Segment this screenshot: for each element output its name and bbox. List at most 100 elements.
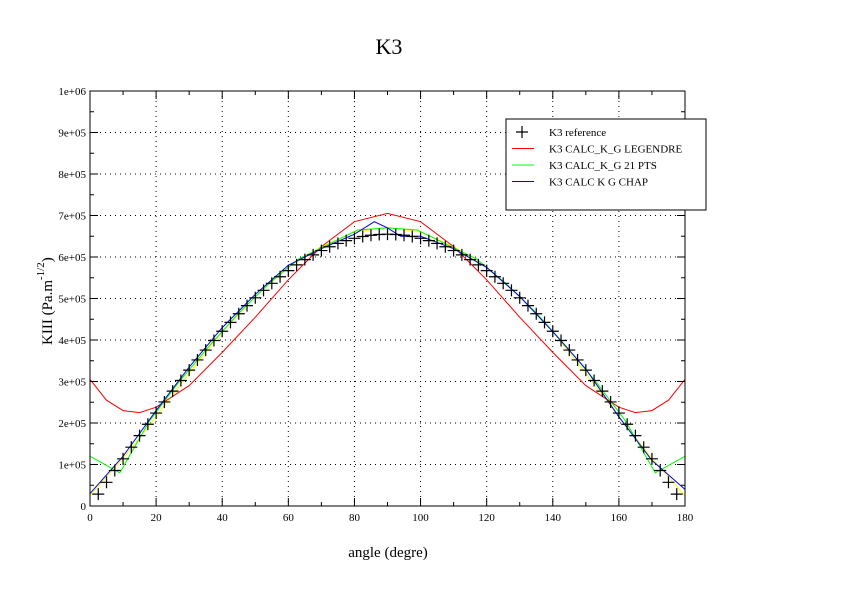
reference-marker (315, 244, 328, 257)
x-tick-label: 40 (217, 512, 229, 524)
reference-marker (414, 232, 427, 245)
x-tick-label: 80 (349, 512, 361, 524)
reference-marker (356, 230, 369, 243)
y-axis-label: KIII (Pa.m-1/2) (35, 257, 56, 345)
axis-ticks: 0 20 40 60 80 100 120 140 160 180 0 1e+05 2e+05 3e+05… (58, 86, 693, 524)
reference-marker (199, 344, 212, 357)
reference-marker (439, 240, 452, 253)
reference-marker (323, 240, 336, 253)
x-tick-label: 180 (677, 512, 694, 524)
reference-marker (621, 418, 634, 431)
reference-marker (389, 228, 402, 241)
reference-marker (398, 229, 411, 242)
legend-label: K3 CALC K G CHAP (549, 177, 648, 189)
reference-marker (364, 229, 377, 242)
x-tick-label: 20 (151, 512, 163, 524)
reference-marker (455, 248, 468, 261)
y-tick-label: 9e+05 (58, 128, 86, 140)
chart-title: K3 (376, 34, 403, 59)
legend-plus-icon (516, 126, 528, 138)
reference-marker (183, 364, 196, 377)
reference-marker (629, 429, 642, 442)
reference-marker (447, 244, 460, 257)
y-axis-label-close: ) (40, 257, 56, 262)
reference-marker (530, 307, 543, 320)
legend: K3 reference K3 CALC_K_G LEGENDRE K3 CALC_… (505, 118, 707, 211)
reference-marker (505, 284, 518, 297)
y-tick-label: 2e+05 (58, 418, 86, 430)
legend-box (505, 118, 707, 211)
reference-marker (191, 353, 204, 366)
reference-marker (488, 270, 501, 283)
reference-marker (521, 299, 534, 312)
reference-marker (265, 277, 278, 290)
legend-label: K3 reference (549, 127, 606, 139)
legend-label: K3 CALC_K_G 21 PTS (549, 160, 657, 172)
reference-marker (290, 258, 303, 271)
y-tick-label: 4e+05 (58, 335, 86, 347)
reference-marker (125, 441, 138, 454)
reference-marker (546, 325, 559, 338)
svg-text:KIII (Pa.m-1/2): KIII (Pa.m-1/2) (35, 257, 56, 345)
reference-marker (670, 488, 683, 501)
y-tick-label: 6e+05 (58, 252, 86, 264)
reference-marker (464, 253, 477, 266)
reference-marker (654, 464, 667, 477)
reference-marker (406, 230, 419, 243)
reference-marker (596, 385, 609, 398)
series-k3-calc-k-g-21-pts-line (89, 227, 686, 474)
reference-marker (282, 264, 295, 277)
reference-marker (241, 299, 254, 312)
reference-marker (422, 234, 435, 247)
series-group (89, 212, 686, 501)
y-tick-label: 1e+06 (58, 86, 86, 98)
x-tick-label: 100 (412, 512, 429, 524)
reference-marker (604, 395, 617, 408)
legend-label: K3 CALC_K_G LEGENDRE (549, 144, 682, 156)
reference-marker (480, 264, 493, 277)
reference-marker (232, 307, 245, 320)
reference-marker (298, 253, 311, 266)
reference-marker (563, 344, 576, 357)
series-unlabeled-line (89, 226, 686, 496)
reference-marker (645, 452, 658, 465)
reference-marker (497, 277, 510, 290)
series-k3-calc-k-g-legendre-line (89, 212, 686, 414)
y-tick-label: 0 (81, 501, 87, 513)
series-k3-calc-k-g-chap-line (89, 221, 686, 494)
y-tick-label: 3e+05 (58, 377, 86, 389)
reference-marker (331, 237, 344, 250)
reference-marker (158, 395, 171, 408)
reference-marker (100, 476, 113, 489)
reference-marker (117, 452, 130, 465)
reference-marker (612, 407, 625, 420)
x-tick-label: 160 (611, 512, 628, 524)
x-tick-label: 0 (87, 512, 93, 524)
reference-marker (216, 325, 229, 338)
y-axis-label-exponent: -1/2 (35, 262, 47, 280)
reference-marker (348, 232, 361, 245)
reference-marker (207, 334, 220, 347)
reference-marker (108, 464, 121, 477)
reference-marker (274, 270, 287, 283)
reference-marker (472, 258, 485, 271)
reference-marker (307, 248, 320, 261)
x-tick-label: 140 (545, 512, 562, 524)
reference-marker (141, 418, 154, 431)
reference-marker (571, 353, 584, 366)
reference-marker (257, 284, 270, 297)
y-tick-label: 8e+05 (58, 169, 86, 181)
y-axis-label-main: KIII (Pa.m (40, 280, 56, 345)
reference-marker (637, 441, 650, 454)
reference-marker (662, 476, 675, 489)
x-tick-label: 120 (478, 512, 495, 524)
reference-marker (538, 316, 551, 329)
x-axis-label: angle (degre) (348, 545, 428, 561)
x-tick-label: 60 (283, 512, 295, 524)
reference-marker (588, 374, 601, 387)
reference-marker (174, 374, 187, 387)
reference-marker (92, 488, 105, 501)
reference-marker (150, 407, 163, 420)
reference-marker (579, 364, 592, 377)
